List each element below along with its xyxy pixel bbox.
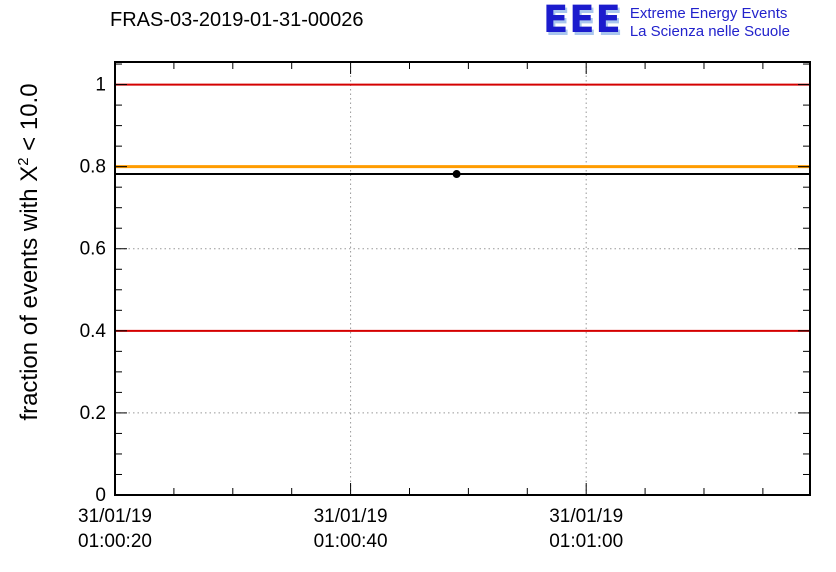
eee-logo-acronym: EEE xyxy=(543,0,622,41)
plot-frame xyxy=(114,61,811,496)
eee-logo: EEE Extreme Energy Events La Scienza nel… xyxy=(543,0,790,41)
data-point xyxy=(452,170,461,179)
x-tick-label-time: 01:00:20 xyxy=(78,531,152,552)
eee-logo-tagline-1: Extreme Energy Events xyxy=(629,5,788,22)
chart-title: FRAS-03-2019-01-31-00026 xyxy=(110,9,364,31)
x-tick-label-date: 31/01/19 xyxy=(549,506,623,527)
x-tick-label-time: 01:00:40 xyxy=(314,531,388,552)
y-tick-label: 0.6 xyxy=(80,239,106,260)
x-tick-label-time: 01:01:00 xyxy=(549,531,623,552)
y-tick-label: 1 xyxy=(95,75,106,96)
y-tick-label: 0.2 xyxy=(80,403,106,424)
x-tick-label-date: 31/01/19 xyxy=(314,506,388,527)
x-tick-label-date: 31/01/19 xyxy=(78,506,152,527)
y-tick-label: 0 xyxy=(95,485,106,506)
y-tick-label: 0.4 xyxy=(80,321,107,342)
eee-logo-taglines: Extreme Energy Events La Scienza nelle S… xyxy=(630,5,790,41)
eee-logo-tagline-2: La Scienza nelle Scuole xyxy=(629,23,790,40)
y-tick-label: 0.8 xyxy=(80,157,106,178)
